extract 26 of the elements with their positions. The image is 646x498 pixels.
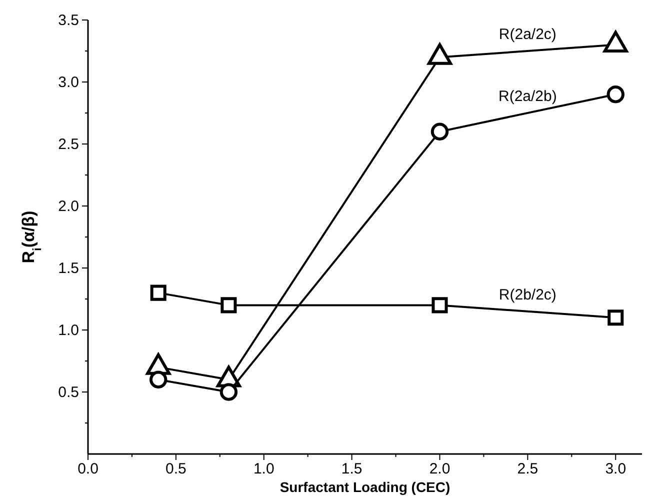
x-tick-label: 2.5	[517, 460, 538, 478]
x-tick-label: 0.5	[166, 460, 186, 478]
point	[149, 370, 168, 388]
y-tick-label: 0.5	[58, 384, 79, 401]
x-tick-label: 2.0	[429, 460, 450, 478]
y-tick-label: 2.5	[58, 136, 79, 153]
x-tick-label: 3.0	[605, 460, 626, 478]
point	[606, 86, 624, 104]
y-tick-label: 1.0	[58, 322, 79, 339]
x-axis-title: Surfactant Loading (CEC)	[280, 479, 450, 495]
point	[220, 383, 238, 401]
series-label: R(2a/2b)	[498, 88, 557, 105]
y-tick-label: 3.0	[58, 74, 79, 91]
y-tick-label: 1.5	[58, 260, 79, 277]
x-tick-label: 0.0	[78, 460, 98, 478]
x-tick-label: 1.5	[341, 460, 362, 478]
series-label: R(2b/2c)	[498, 286, 556, 304]
point	[150, 284, 166, 301]
point	[608, 310, 624, 326]
y-tick-label: 3.5	[58, 12, 79, 29]
y-tick-label: 2.0	[58, 198, 79, 215]
point	[432, 297, 448, 314]
point	[430, 122, 449, 140]
point	[220, 297, 237, 314]
x-tick-label: 1.0	[253, 460, 274, 478]
series-label: R(2a/2c)	[498, 26, 556, 43]
